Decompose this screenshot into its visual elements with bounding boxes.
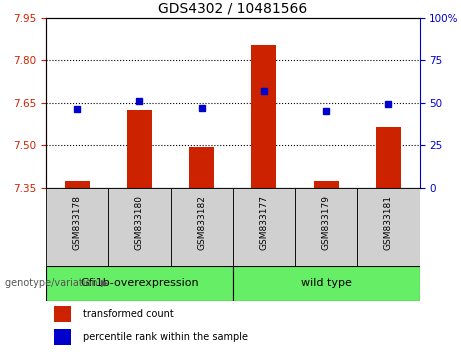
Text: genotype/variation ▶: genotype/variation ▶ <box>5 278 108 288</box>
Bar <box>295 188 357 266</box>
Bar <box>108 188 171 266</box>
Bar <box>53 329 71 345</box>
Bar <box>357 188 420 266</box>
Bar <box>46 266 233 301</box>
Bar <box>171 188 233 266</box>
Bar <box>233 188 295 266</box>
Bar <box>46 188 108 266</box>
Text: GSM833179: GSM833179 <box>322 195 331 250</box>
Text: percentile rank within the sample: percentile rank within the sample <box>83 332 248 342</box>
Text: GSM833180: GSM833180 <box>135 195 144 250</box>
Bar <box>65 181 89 188</box>
Text: wild type: wild type <box>301 278 352 288</box>
Text: GSM833181: GSM833181 <box>384 195 393 250</box>
Text: GSM833182: GSM833182 <box>197 195 206 250</box>
Text: GSM833177: GSM833177 <box>260 195 268 250</box>
Bar <box>251 45 276 188</box>
Bar <box>233 266 420 301</box>
Text: GSM833178: GSM833178 <box>73 195 82 250</box>
Bar <box>53 306 71 322</box>
Text: transformed count: transformed count <box>83 309 173 319</box>
Title: GDS4302 / 10481566: GDS4302 / 10481566 <box>158 1 307 15</box>
Bar <box>313 181 338 188</box>
Bar <box>127 110 152 188</box>
Bar <box>376 127 401 188</box>
Text: Gfi1b-overexpression: Gfi1b-overexpression <box>80 278 199 288</box>
Bar <box>189 147 214 188</box>
